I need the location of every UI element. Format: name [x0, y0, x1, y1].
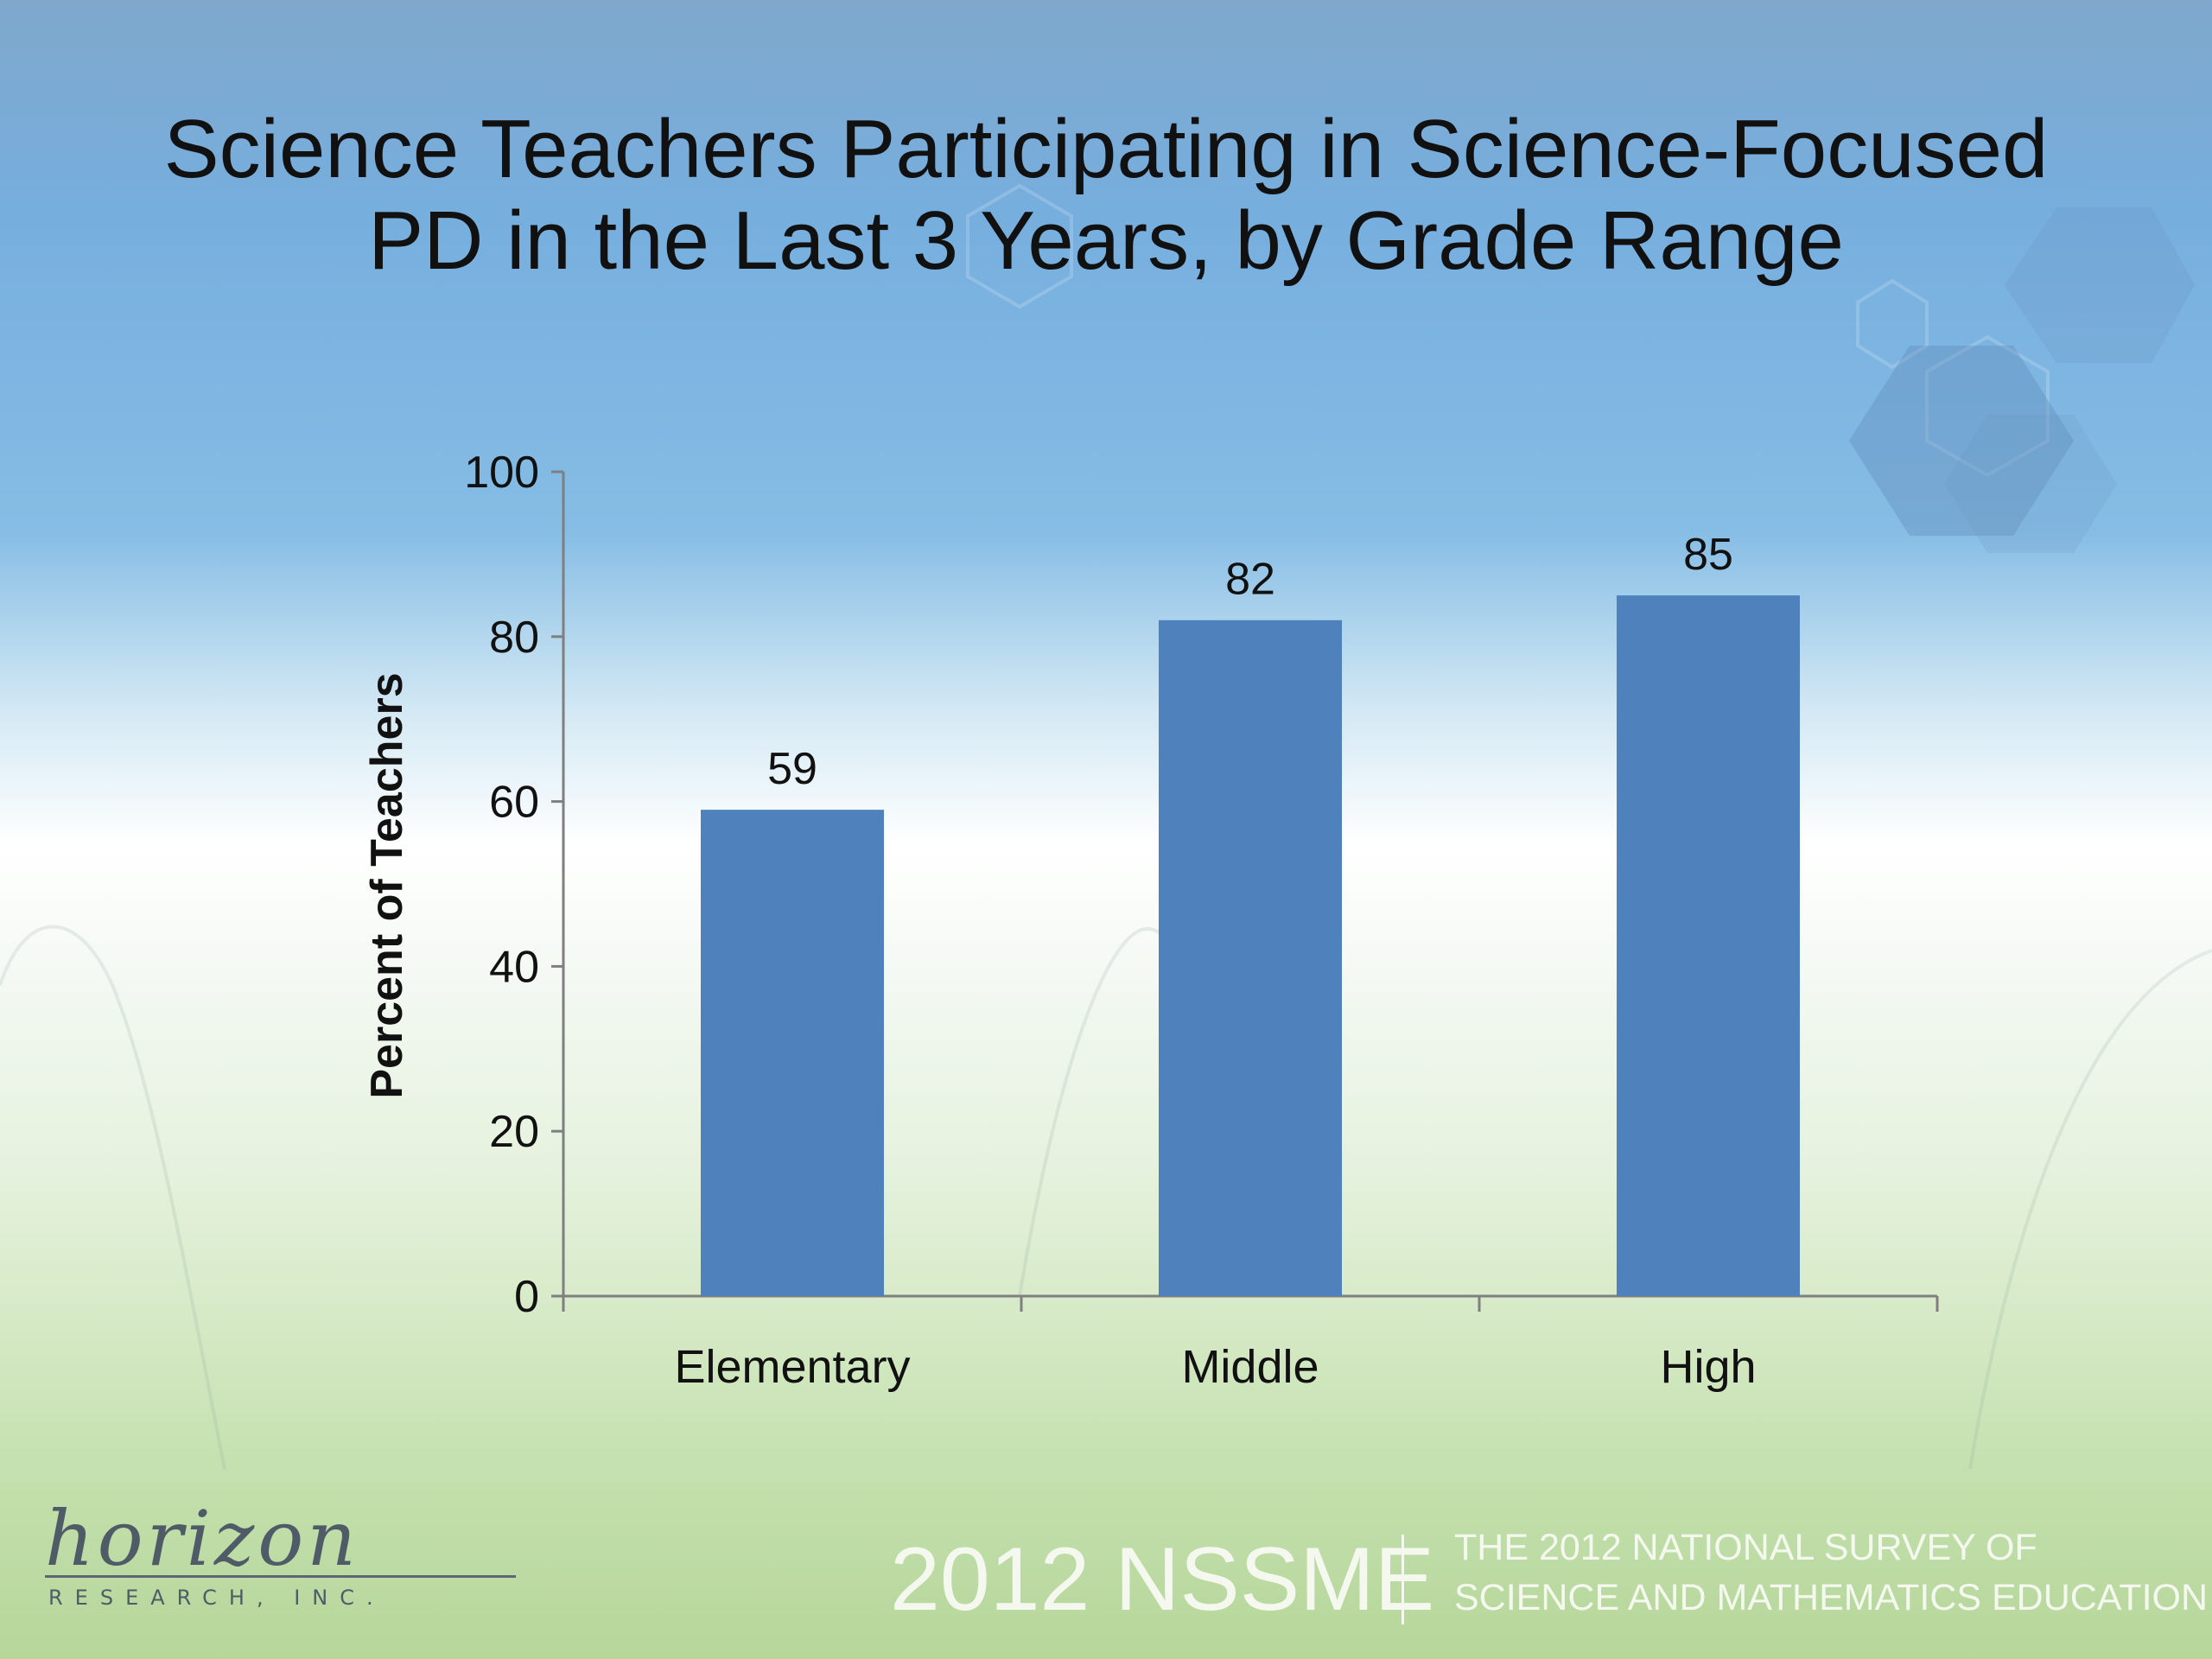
nssme-subtitle-line-1: THE 2012 NATIONAL SURVEY OF: [1454, 1527, 2037, 1568]
y-tick-label: 40: [489, 942, 539, 992]
nssme-subtitle: THE 2012 NATIONAL SURVEY OF SCIENCE AND …: [1454, 1522, 2208, 1623]
nssme-brand: 2012 NSSME: [890, 1529, 1435, 1630]
data-label-elementary: 59: [767, 744, 817, 794]
y-axis-title: Percent of Teachers: [362, 672, 412, 1098]
y-tick-label: 60: [489, 778, 539, 828]
y-tick-label: 0: [514, 1272, 539, 1322]
x-category-label-middle: Middle: [1181, 1341, 1319, 1393]
y-axis: 0 20 40 60 80 100: [464, 448, 565, 1322]
logo-script-text: horizon: [45, 1494, 359, 1583]
title-line-1: Science Teachers Participating in Scienc…: [163, 103, 2049, 195]
nssme-subtitle-line-2: SCIENCE AND MATHEMATICS EDUCATION: [1454, 1577, 2209, 1618]
bar-high: [1617, 595, 1800, 1296]
x-axis: Elementary Middle High: [562, 1294, 1939, 1393]
title-line-2: PD in the Last 3 Years, by Grade Range: [368, 194, 1844, 287]
data-label-high: 85: [1683, 530, 1733, 580]
x-category-label-high: High: [1660, 1341, 1756, 1393]
bar-middle: [1159, 620, 1342, 1296]
logo-subtitle: RESEARCH, INC.: [48, 1586, 385, 1610]
data-label-middle: 82: [1225, 555, 1275, 605]
y-tick-label: 20: [489, 1107, 539, 1157]
y-tick-label: 80: [489, 613, 539, 663]
brand-divider: [1402, 1535, 1404, 1624]
x-category-label-elementary: Elementary: [674, 1341, 910, 1393]
bar-elementary: [701, 810, 884, 1296]
horizon-research-logo: horizon RESEARCH, INC.: [45, 1496, 529, 1629]
slide-title: Science Teachers Participating in Scienc…: [86, 104, 2126, 287]
bars: 59 82 85: [701, 530, 1800, 1296]
logo-underline: [45, 1575, 516, 1578]
y-tick-label: 100: [464, 448, 539, 498]
